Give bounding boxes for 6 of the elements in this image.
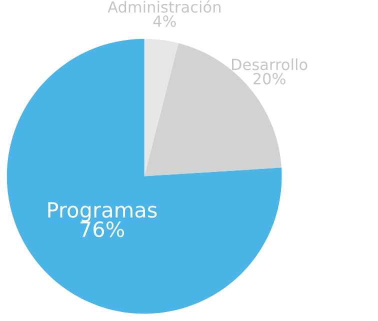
slice-label: Administración [108,0,220,13]
data-label: 4% [153,15,176,27]
data-label: 20% [253,72,286,84]
slice-label: Programas [48,202,157,222]
data-label: 76% [80,221,124,238]
slice-label: Desarrollo [232,58,308,70]
